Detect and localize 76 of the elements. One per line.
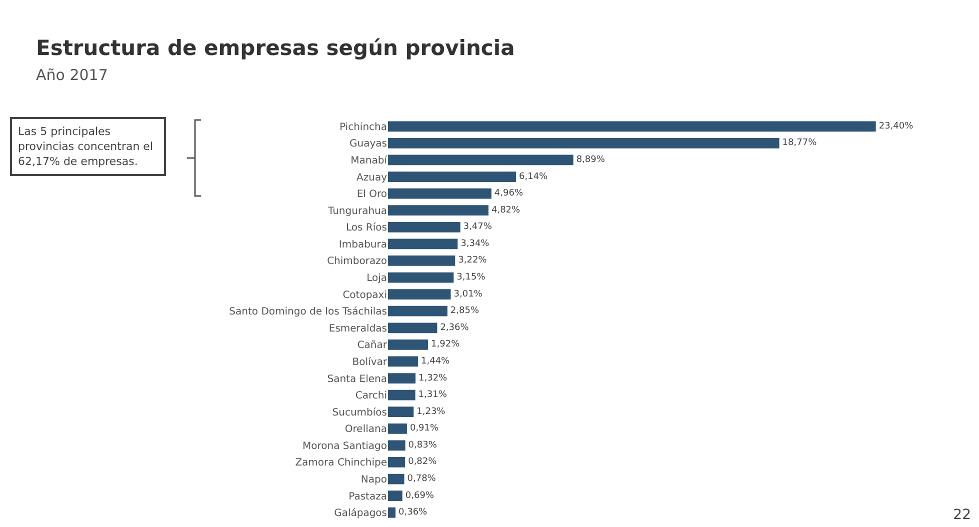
- bar: [388, 440, 406, 451]
- bar: [388, 423, 407, 434]
- data-label: 0,91%: [410, 424, 440, 434]
- bar: [388, 154, 574, 166]
- y-tick-label: Galápagos: [334, 508, 387, 520]
- bar: [388, 356, 418, 367]
- data-label: 0,78%: [407, 474, 436, 484]
- data-label: 1,32%: [418, 373, 448, 384]
- bar: [388, 306, 448, 316]
- text: 22: [953, 507, 971, 523]
- data-label: 8,89%: [576, 154, 606, 165]
- y-tick-label: Loja: [366, 273, 387, 284]
- bar: [388, 272, 454, 283]
- y-tick-label: Orellana: [344, 424, 387, 436]
- data-label: 3,15%: [456, 272, 486, 283]
- data-label: 1,92%: [431, 340, 460, 350]
- y-tick-label: Zamora Chinchipe: [295, 458, 387, 469]
- data-label: 18,77%: [782, 138, 818, 148]
- data-label: 1,23%: [416, 406, 446, 417]
- bar: [388, 490, 402, 502]
- data-label: 2,36%: [440, 322, 470, 333]
- chart-title: Estructura de empresas según provincia: [36, 36, 515, 60]
- y-tick-label: Santa Elena: [327, 374, 387, 385]
- data-label: 23,40%: [878, 121, 914, 132]
- y-tick-label: Bolívar: [352, 356, 388, 368]
- bar: [388, 256, 456, 266]
- y-tick-label: Imbabura: [338, 239, 387, 250]
- bar: [388, 322, 438, 334]
- y-tick-label: Santo Domingo de los Tsáchilas: [229, 306, 387, 318]
- bar: [388, 289, 451, 300]
- bar: [388, 238, 458, 250]
- data-label: 3,47%: [463, 222, 492, 232]
- data-label: 0,36%: [398, 508, 428, 518]
- bar: [388, 188, 492, 199]
- text: Año 2017: [36, 66, 108, 84]
- bar: [388, 390, 416, 400]
- bar: [388, 457, 406, 468]
- data-label: 1,31%: [418, 390, 448, 400]
- data-label: 0,82%: [408, 457, 438, 468]
- data-label: 4,96%: [494, 188, 524, 199]
- data-label: 4,82%: [491, 205, 521, 216]
- bar: [388, 121, 876, 132]
- data-label: 3,34%: [460, 238, 490, 249]
- data-label: 1,44%: [421, 356, 450, 366]
- bar: [388, 138, 780, 148]
- y-tick-label: Sucumbíos: [332, 407, 387, 418]
- bar: [388, 507, 396, 518]
- y-tick-label: Guayas: [350, 138, 387, 150]
- y-tick-label: Tungurahua: [327, 206, 387, 217]
- y-tick-label: Cotopaxi: [342, 290, 387, 301]
- data-label: 3,01%: [454, 289, 483, 300]
- bar: [388, 406, 414, 418]
- bar: [388, 222, 460, 232]
- bar: [388, 339, 428, 350]
- y-tick-label: Carchi: [355, 390, 387, 402]
- bar: [388, 205, 488, 216]
- y-tick-label: Esmeraldas: [328, 323, 387, 334]
- bar: [388, 172, 516, 182]
- bar: [388, 373, 416, 384]
- data-label: 3,22%: [458, 256, 488, 266]
- y-tick-label: Azuay: [356, 172, 388, 184]
- data-label: 0,83%: [408, 440, 438, 450]
- y-tick-label: Cañar: [357, 340, 388, 352]
- y-tick-label: Napo: [360, 474, 387, 486]
- bar: [388, 474, 404, 484]
- y-tick-label: Manabí: [350, 155, 388, 166]
- y-tick-label: Pastaza: [348, 491, 387, 502]
- y-tick-label: Morona Santiago: [302, 440, 387, 452]
- data-label: 0,69%: [405, 490, 434, 501]
- data-label: 2,85%: [450, 306, 480, 316]
- y-tick-label: Pichincha: [339, 122, 387, 133]
- y-tick-label: El Oro: [356, 189, 387, 200]
- y-tick-label: Los Ríos: [346, 222, 387, 234]
- data-label: 6,14%: [519, 172, 548, 182]
- y-tick-label: Chimborazo: [327, 256, 387, 268]
- text: Las 5 principales provincias concentran el 62,17% de empresas.: [10, 117, 166, 176]
